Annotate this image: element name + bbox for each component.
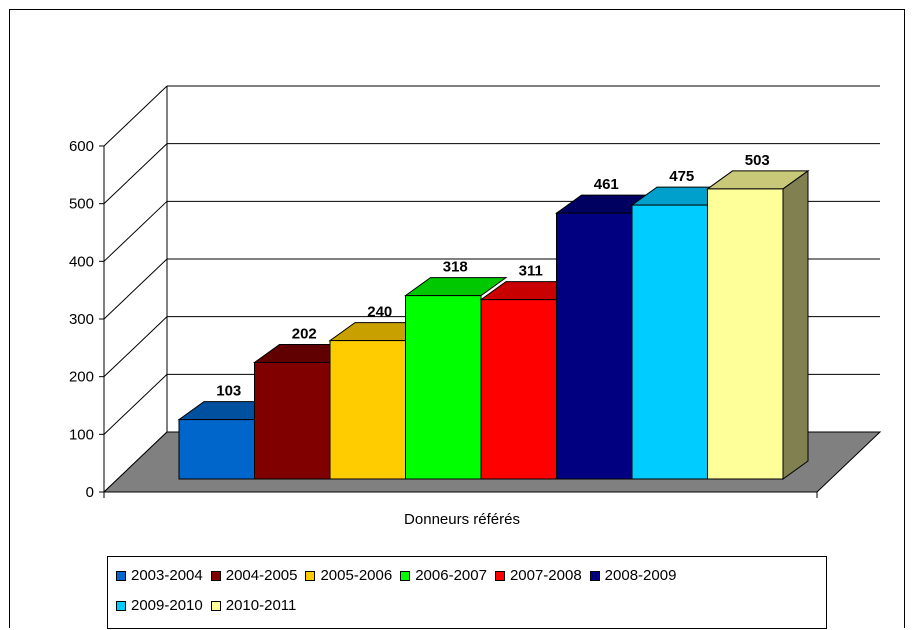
gridline-side bbox=[103, 143, 168, 205]
bar-2009-2010 bbox=[630, 186, 735, 480]
data-label: 318 bbox=[443, 259, 468, 276]
gridline-side bbox=[103, 316, 168, 378]
y-tick-label: 100 bbox=[69, 426, 94, 443]
y-tick-label: 0 bbox=[86, 484, 94, 501]
bar-front-face bbox=[178, 419, 255, 480]
bar-front-face bbox=[254, 362, 331, 480]
legend-label: 2010-2011 bbox=[225, 597, 297, 614]
y-tick-label: 300 bbox=[69, 311, 94, 328]
legend-item: 2010-2011 bbox=[210, 597, 297, 614]
bar-2005-2006 bbox=[328, 322, 433, 480]
bar-front-face bbox=[480, 299, 557, 480]
legend-label: 2003-2004 bbox=[131, 567, 203, 584]
data-label: 503 bbox=[745, 152, 770, 169]
data-label: 103 bbox=[216, 383, 241, 400]
y-tick-label: 600 bbox=[69, 138, 94, 155]
y-tick-label: 200 bbox=[69, 369, 94, 386]
bar-front-face bbox=[631, 204, 708, 480]
legend-item: 2009-2010 bbox=[116, 597, 203, 614]
legend-swatch bbox=[116, 570, 126, 581]
bar-front-face bbox=[329, 340, 406, 480]
legend-label: 2008-2009 bbox=[604, 567, 677, 584]
legend-swatch bbox=[305, 570, 316, 581]
legend-swatch bbox=[116, 600, 126, 611]
legend-row: 2003-2004 2004-2005 2005-2006 2006-2007 2007… bbox=[116, 567, 684, 584]
data-label: 202 bbox=[292, 326, 317, 343]
x-axis-label: Donneurs référés bbox=[404, 511, 520, 528]
legend-item: 2007-2008 bbox=[494, 567, 582, 584]
bar-front-face bbox=[556, 212, 633, 480]
bar-side-face bbox=[782, 169, 809, 480]
data-label: 311 bbox=[519, 263, 543, 280]
bar-2008-2009 bbox=[554, 194, 659, 480]
bar-front-face bbox=[405, 295, 482, 480]
legend-item: 2006-2007 bbox=[400, 567, 487, 584]
chart-bars-layer bbox=[177, 169, 810, 480]
legend-row: 2009-2010 2010-2011 bbox=[116, 597, 304, 614]
data-label: 461 bbox=[594, 176, 619, 193]
legend-swatch bbox=[494, 570, 505, 581]
legend-label: 2009-2010 bbox=[131, 597, 203, 614]
data-label: 475 bbox=[669, 168, 694, 185]
legend-label: 2005-2006 bbox=[320, 567, 393, 584]
bar-2010-2011 bbox=[705, 169, 810, 480]
y-tick-label: 500 bbox=[69, 196, 94, 213]
chart-labels-layer: 103 202 240 318 311 461 475 503 bbox=[216, 152, 770, 400]
legend-swatch bbox=[589, 570, 600, 581]
legend-swatch bbox=[210, 570, 221, 581]
legend-swatch bbox=[210, 600, 221, 611]
gridline-side bbox=[103, 373, 168, 435]
gridline-side bbox=[103, 85, 168, 147]
legend-item: 2005-2006 bbox=[305, 567, 392, 584]
legend-label: 2004-2005 bbox=[225, 567, 298, 584]
legend-item: 2003-2004 bbox=[116, 567, 203, 584]
bar-2004-2005 bbox=[252, 344, 357, 480]
legend-swatch bbox=[400, 570, 411, 581]
y-tick-label: 400 bbox=[69, 253, 94, 270]
legend-item: 2008-2009 bbox=[589, 567, 677, 584]
legend: 2003-2004 2004-2005 2005-2006 2006-2007 2007… bbox=[107, 556, 827, 629]
legend-label: 2006-2007 bbox=[415, 567, 487, 584]
data-label: 240 bbox=[367, 304, 392, 321]
legend-item: 2004-2005 bbox=[210, 567, 298, 584]
legend-label: 2007-2008 bbox=[509, 567, 582, 584]
gridline-side bbox=[103, 258, 168, 320]
gridline-side bbox=[103, 200, 168, 262]
bar-front-face bbox=[707, 188, 784, 480]
